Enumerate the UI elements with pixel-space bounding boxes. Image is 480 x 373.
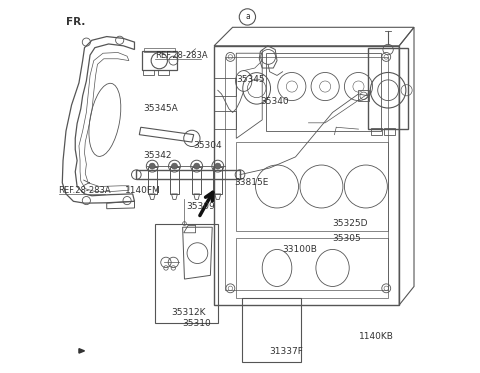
- Text: FR.: FR.: [66, 17, 85, 27]
- Bar: [359, 90, 369, 101]
- Text: 35310: 35310: [182, 319, 211, 328]
- Bar: [170, 167, 179, 194]
- Text: 35342: 35342: [144, 151, 172, 160]
- Bar: [143, 69, 154, 75]
- Bar: [213, 167, 222, 194]
- Text: 1140KB: 1140KB: [359, 332, 393, 341]
- Bar: [372, 128, 382, 135]
- Text: 35345: 35345: [236, 75, 265, 84]
- Bar: [384, 128, 395, 135]
- Bar: [148, 167, 156, 194]
- Bar: [214, 112, 236, 129]
- Text: 35345A: 35345A: [144, 104, 179, 113]
- Text: 1140FM: 1140FM: [125, 186, 161, 195]
- Text: REF.28-283A: REF.28-283A: [59, 186, 111, 195]
- Text: 31337F: 31337F: [270, 347, 303, 356]
- Text: 35305: 35305: [333, 234, 361, 243]
- Bar: [214, 78, 236, 96]
- Circle shape: [215, 163, 221, 169]
- Bar: [155, 223, 218, 323]
- Text: 35312K: 35312K: [171, 308, 206, 317]
- Text: 33815E: 33815E: [234, 178, 269, 187]
- Text: 35309: 35309: [186, 203, 215, 211]
- Bar: [144, 48, 175, 52]
- Polygon shape: [79, 349, 84, 353]
- Circle shape: [171, 163, 178, 169]
- Text: REF.28-283A: REF.28-283A: [155, 51, 207, 60]
- Circle shape: [149, 163, 155, 169]
- Text: 35325D: 35325D: [333, 219, 368, 228]
- Text: 35304: 35304: [194, 141, 222, 150]
- Text: 35340: 35340: [260, 97, 289, 106]
- Text: 33100B: 33100B: [283, 245, 317, 254]
- Bar: [242, 298, 301, 362]
- Bar: [158, 69, 169, 75]
- Text: a: a: [245, 12, 250, 21]
- Circle shape: [194, 163, 200, 169]
- Bar: [192, 167, 201, 194]
